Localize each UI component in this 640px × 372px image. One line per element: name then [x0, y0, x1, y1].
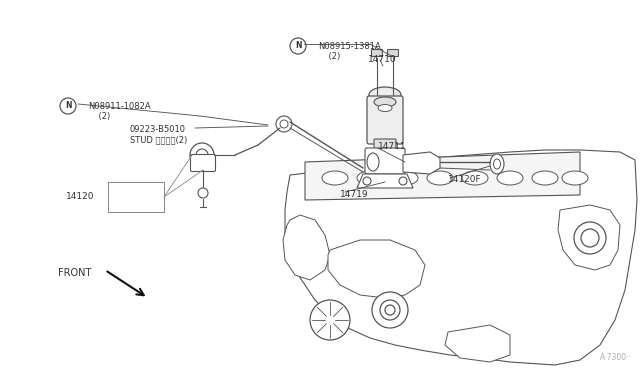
Circle shape [190, 143, 214, 167]
Polygon shape [283, 215, 330, 280]
FancyBboxPatch shape [191, 154, 216, 171]
Circle shape [280, 120, 288, 128]
Circle shape [198, 188, 208, 198]
Polygon shape [328, 240, 425, 298]
Text: N08911-1082A
    (2): N08911-1082A (2) [88, 102, 150, 121]
Ellipse shape [392, 171, 418, 185]
Text: 14710: 14710 [368, 55, 397, 64]
Text: N: N [65, 102, 71, 110]
Circle shape [290, 38, 306, 54]
Text: FRONT: FRONT [58, 268, 92, 278]
Polygon shape [403, 152, 440, 174]
Ellipse shape [427, 171, 453, 185]
Text: 14120: 14120 [66, 192, 95, 201]
Polygon shape [305, 152, 580, 200]
Ellipse shape [374, 97, 396, 107]
Text: N08915-1381A
    (2): N08915-1381A (2) [318, 42, 381, 61]
Ellipse shape [493, 159, 500, 169]
Circle shape [196, 149, 208, 161]
Ellipse shape [562, 171, 588, 185]
Circle shape [380, 300, 400, 320]
Text: 09223-B5010
STUD スタッド(2): 09223-B5010 STUD スタッド(2) [130, 125, 188, 144]
Circle shape [363, 177, 371, 185]
Circle shape [399, 177, 407, 185]
Circle shape [276, 116, 292, 132]
Ellipse shape [357, 171, 383, 185]
Ellipse shape [490, 154, 504, 174]
Text: N: N [295, 42, 301, 51]
FancyBboxPatch shape [365, 148, 405, 174]
Polygon shape [285, 150, 637, 365]
Circle shape [310, 300, 350, 340]
Text: 14120F: 14120F [448, 175, 482, 184]
Text: 14719: 14719 [340, 190, 369, 199]
Circle shape [574, 222, 606, 254]
Ellipse shape [497, 171, 523, 185]
Circle shape [385, 305, 395, 315]
Ellipse shape [532, 171, 558, 185]
Polygon shape [558, 205, 620, 270]
FancyBboxPatch shape [374, 139, 396, 153]
Text: 14711: 14711 [378, 142, 406, 151]
Ellipse shape [378, 105, 392, 112]
FancyBboxPatch shape [367, 96, 403, 144]
Ellipse shape [322, 171, 348, 185]
Ellipse shape [369, 87, 401, 103]
Ellipse shape [462, 171, 488, 185]
Polygon shape [445, 325, 510, 362]
Circle shape [372, 292, 408, 328]
Circle shape [581, 229, 599, 247]
Circle shape [60, 98, 76, 114]
Ellipse shape [367, 153, 379, 171]
Polygon shape [357, 174, 413, 188]
Text: A·7300··: A·7300·· [600, 353, 632, 362]
FancyBboxPatch shape [387, 49, 399, 57]
FancyBboxPatch shape [371, 49, 383, 57]
